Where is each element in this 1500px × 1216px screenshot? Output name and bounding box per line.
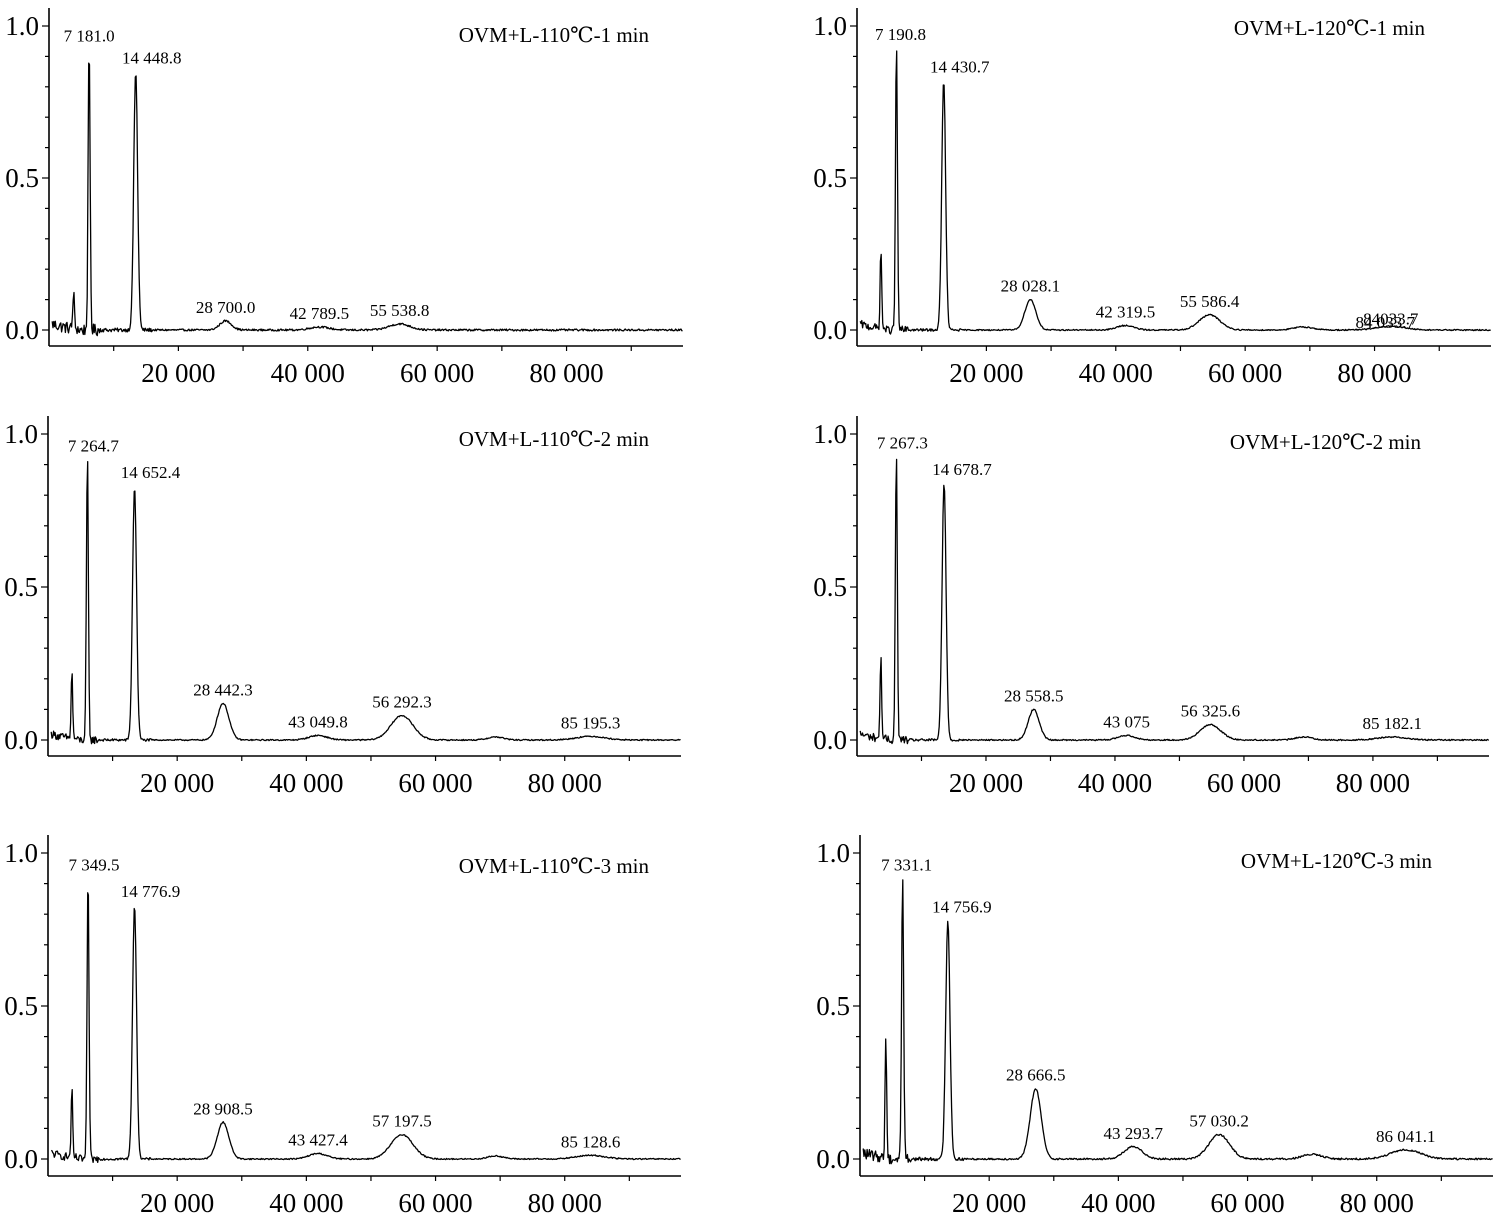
peak-label: 56 292.3	[372, 693, 432, 712]
peak-label: 28 700.0	[196, 298, 256, 317]
y-tick-label: 0.5	[816, 991, 850, 1021]
x-tick-label: 20 000	[141, 358, 215, 388]
x-tick-label: 80 000	[528, 1188, 602, 1216]
x-tick-label: 20 000	[949, 358, 1023, 388]
x-tick-label: 80 000	[1336, 768, 1410, 798]
spectrum-line	[51, 62, 683, 337]
spectrum-panel-3: 0.0 0.5 1.0 20 000 40 000 60 000 80 000 OVM+L-1…	[4, 835, 681, 1216]
x-tick-label: 60 000	[1210, 1188, 1284, 1216]
spectrum-panel-4: 0.0 0.5 1.0 20 000 40 000 60 000 80 000 OVM+L-1…	[813, 8, 1491, 388]
y-tick-label: 0.0	[816, 1144, 850, 1174]
y-tick-label: 0.5	[4, 991, 38, 1021]
peak-label: 85 182.1	[1363, 714, 1423, 733]
peak-label: 14 652.4	[121, 463, 181, 482]
peak-label: 43 293.7	[1103, 1124, 1163, 1143]
y-tick-label: 1.0	[5, 11, 39, 41]
peak-label: 28 558.5	[1004, 686, 1064, 705]
y-tick-label: 0.0	[813, 725, 847, 755]
panel-title: OVM+L-110℃-1 min	[459, 23, 650, 47]
y-tick-label: 1.0	[4, 838, 38, 868]
peak-label: 28 442.3	[193, 680, 253, 699]
y-tick-label: 0.5	[4, 572, 38, 602]
peak-label: 43 075	[1103, 712, 1150, 731]
peak-label: 42 319.5	[1096, 302, 1156, 321]
x-tick-label: 20 000	[952, 1188, 1026, 1216]
panel-title: OVM+L-120℃-1 min	[1234, 16, 1426, 40]
spectrum-line	[859, 50, 1491, 335]
peak-label: 43 049.8	[288, 712, 348, 731]
peak-label: 14 756.9	[932, 897, 992, 916]
spectrum-panel-1: 0.0 0.5 1.0 20 000 40 000 60 000 80 000 OVM+L-1…	[5, 8, 683, 388]
x-tick-label: 20 000	[140, 1188, 214, 1216]
panel-title: OVM+L-120℃-2 min	[1230, 430, 1422, 454]
x-tick-label: 80 000	[528, 768, 602, 798]
peak-label: 85 128.6	[561, 1132, 621, 1151]
x-tick-label: 60 000	[400, 358, 474, 388]
x-tick-label: 40 000	[271, 358, 345, 388]
y-tick-label: 0.0	[4, 1144, 38, 1174]
x-tick-label: 60 000	[1208, 358, 1282, 388]
peak-label: 7 181.0	[64, 26, 115, 45]
peak-label: 84033.7	[1363, 309, 1419, 328]
x-tick-label: 40 000	[269, 768, 343, 798]
peak-label: 7 349.5	[69, 855, 120, 874]
peak-label: 57 197.5	[372, 1112, 432, 1131]
y-tick-label: 1.0	[813, 11, 847, 41]
peak-label: 57 030.2	[1189, 1112, 1249, 1131]
y-tick-label: 0.5	[813, 163, 847, 193]
peak-label: 28 666.5	[1006, 1066, 1066, 1085]
y-tick-label: 0.0	[4, 725, 38, 755]
peak-label: 56 325.6	[1181, 702, 1241, 721]
peak-label: 14 430.7	[930, 58, 990, 77]
x-tick-label: 40 000	[1081, 1188, 1155, 1216]
spectrum-panel-5: 0.0 0.5 1.0 20 000 40 000 60 000 80 000 OVM+L-1…	[813, 416, 1490, 798]
peak-label: 7 264.7	[68, 436, 120, 455]
x-tick-label: 20 000	[140, 768, 214, 798]
peak-label: 43 427.4	[288, 1130, 348, 1149]
x-tick-label: 20 000	[949, 768, 1023, 798]
panel-title: OVM+L-120℃-3 min	[1241, 849, 1433, 873]
spectrum-line	[51, 892, 681, 1164]
peak-label: 86 041.1	[1376, 1127, 1436, 1146]
peak-label: 7 267.3	[877, 433, 928, 452]
x-tick-label: 60 000	[398, 768, 472, 798]
spectrum-line	[862, 879, 1493, 1165]
panel-title: OVM+L-110℃-3 min	[459, 854, 650, 878]
x-tick-label: 80 000	[1337, 358, 1411, 388]
y-tick-label: 0.5	[813, 572, 847, 602]
y-tick-label: 1.0	[813, 419, 847, 449]
peak-label: 7 190.8	[875, 25, 926, 44]
y-tick-label: 0.0	[5, 315, 39, 345]
peak-label: 85 195.3	[561, 713, 621, 732]
x-tick-label: 60 000	[398, 1188, 472, 1216]
x-tick-label: 80 000	[529, 358, 603, 388]
peak-label: 28 028.1	[1001, 277, 1061, 296]
x-tick-label: 80 000	[1340, 1188, 1414, 1216]
spectrum-panel-6: 0.0 0.5 1.0 20 000 40 000 60 000 80 000 OVM+L-1…	[816, 835, 1493, 1216]
peak-label: 14 448.8	[122, 49, 182, 68]
x-tick-label: 60 000	[1207, 768, 1281, 798]
peak-label: 55 586.4	[1180, 292, 1240, 311]
peak-label: 14 678.7	[932, 460, 992, 479]
y-tick-label: 1.0	[4, 419, 38, 449]
y-tick-label: 1.0	[816, 838, 850, 868]
peak-label: 28 908.5	[193, 1099, 253, 1118]
x-tick-label: 40 000	[1078, 768, 1152, 798]
peak-label: 55 538.8	[370, 301, 430, 320]
y-tick-label: 0.0	[813, 315, 847, 345]
spectrum-line	[859, 458, 1490, 745]
x-tick-label: 40 000	[269, 1188, 343, 1216]
spectrum-line	[50, 460, 681, 745]
spectrum-panel-2: 0.0 0.5 1.0 20 000 40 000 60 000 80 000 OVM+L-1…	[4, 416, 681, 798]
panel-title: OVM+L-110℃-2 min	[459, 427, 650, 451]
peak-label: 7 331.1	[881, 855, 932, 874]
y-tick-label: 0.5	[5, 163, 39, 193]
x-tick-label: 40 000	[1079, 358, 1153, 388]
peak-label: 84 033.7	[1355, 313, 1415, 332]
peak-label: 42 789.5	[290, 304, 350, 323]
peak-label: 14 776.9	[121, 882, 181, 901]
